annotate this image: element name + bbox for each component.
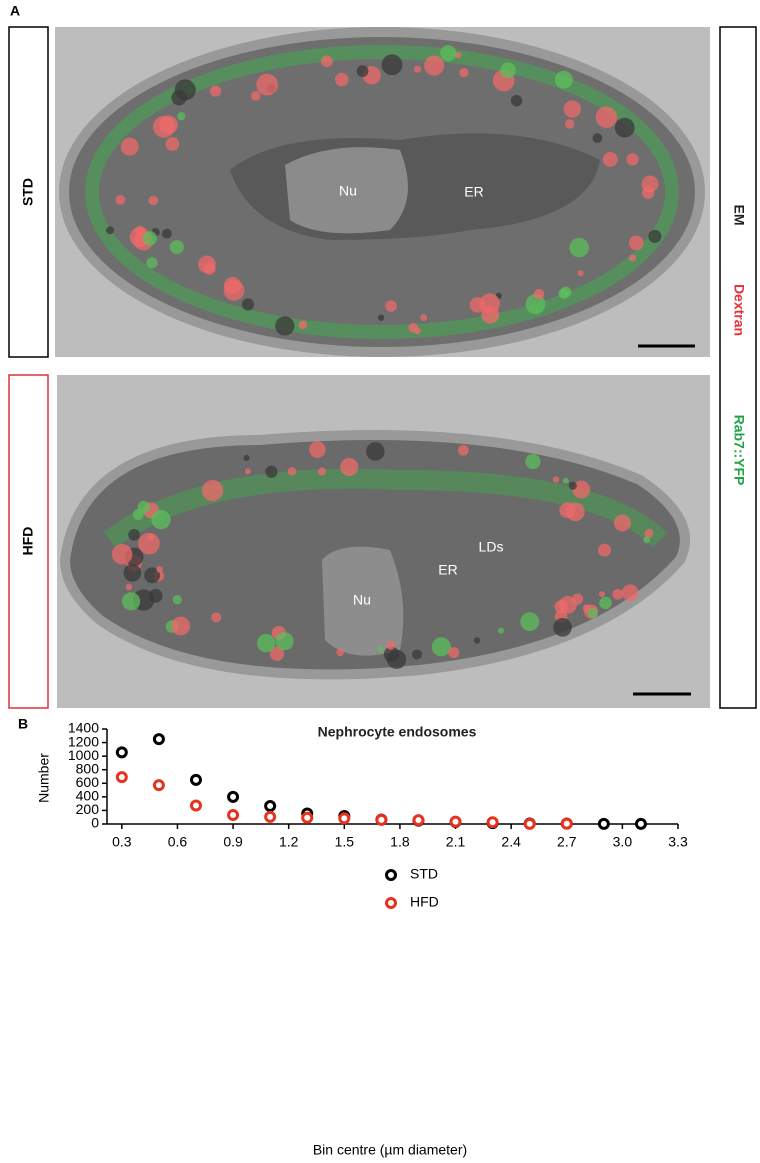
data-point: [338, 812, 351, 825]
data-point: [486, 816, 499, 829]
channel-frame: [719, 26, 757, 709]
data-point: [375, 813, 388, 826]
image-label: LDs: [479, 539, 504, 555]
x-tick-label: 1.2: [279, 834, 299, 850]
image-label: Nu: [339, 183, 357, 199]
data-point: [523, 817, 536, 830]
legend-marker: [385, 869, 397, 881]
data-point: [301, 811, 314, 824]
row-frame: [8, 26, 49, 358]
data-point: [560, 817, 573, 830]
x-axis-label: Bin centre (µm diameter): [313, 1142, 467, 1158]
row-label: HFD: [20, 527, 36, 556]
image-label: ER: [464, 184, 483, 200]
y-tick-label: 200: [76, 801, 100, 817]
x-tick-label: 0.6: [168, 834, 188, 850]
image-label: ER: [438, 562, 457, 578]
y-axis-label: Number: [36, 753, 52, 803]
image-label: Nu: [353, 592, 371, 608]
legend-label: STD: [410, 866, 438, 882]
channel-label: Rab7::YFP: [731, 415, 747, 486]
data-point: [597, 817, 610, 830]
x-tick-label: 2.1: [446, 834, 466, 850]
data-point: [264, 810, 277, 823]
data-point: [634, 817, 647, 830]
data-point: [152, 733, 165, 746]
data-point: [227, 790, 240, 803]
channel-label: Dextran: [731, 284, 747, 336]
micrograph-spots: [106, 45, 662, 670]
y-tick-label: 1400: [68, 720, 99, 736]
x-tick-label: 0.3: [112, 834, 132, 850]
micrograph: [55, 27, 710, 357]
panel-label: B: [18, 716, 28, 732]
chart-title: Nephrocyte endosomes: [318, 724, 477, 740]
x-tick-label: 2.7: [557, 834, 577, 850]
x-tick-label: 1.8: [390, 834, 410, 850]
data-point: [115, 771, 128, 784]
channel-label: EM: [731, 205, 747, 226]
legend-marker: [385, 897, 397, 909]
y-tick-label: 1200: [68, 733, 99, 749]
data-point: [115, 746, 128, 759]
y-tick-label: 1000: [68, 747, 99, 763]
x-tick-label: 1.5: [335, 834, 355, 850]
data-point: [152, 779, 165, 792]
y-tick-label: 0: [91, 815, 99, 831]
x-tick-label: 2.4: [501, 834, 521, 850]
data-point: [227, 809, 240, 822]
y-tick-label: 600: [76, 774, 100, 790]
data-point: [412, 814, 425, 827]
data-point: [264, 800, 277, 813]
panel-label: A: [10, 3, 20, 19]
row-frame: [8, 374, 49, 709]
x-tick-label: 3.0: [613, 834, 633, 850]
y-tick-label: 400: [76, 788, 100, 804]
data-point: [189, 799, 202, 812]
y-tick-label: 800: [76, 760, 100, 776]
row-label: STD: [20, 178, 36, 206]
data-point: [449, 815, 462, 828]
legend-label: HFD: [410, 894, 439, 910]
data-point: [189, 773, 202, 786]
x-tick-label: 3.3: [668, 834, 688, 850]
x-tick-label: 0.9: [223, 834, 243, 850]
